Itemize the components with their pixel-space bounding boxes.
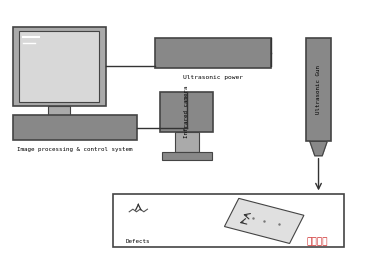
Bar: [12, 115, 137, 140]
Text: Defects: Defects: [126, 239, 150, 244]
Text: Infrared camera: Infrared camera: [184, 86, 189, 138]
Bar: [161, 152, 212, 160]
Bar: [48, 106, 70, 121]
Bar: [12, 27, 105, 106]
Bar: [160, 92, 213, 132]
Bar: [113, 194, 344, 247]
Polygon shape: [225, 198, 304, 243]
Text: Ultrasonic Gun: Ultrasonic Gun: [316, 66, 321, 114]
Polygon shape: [310, 141, 327, 156]
Bar: [175, 132, 199, 152]
Bar: [32, 121, 86, 128]
Bar: [19, 31, 99, 102]
Text: Ultrasonic power: Ultrasonic power: [183, 75, 243, 80]
Bar: [306, 39, 331, 141]
Text: 红外范围: 红外范围: [306, 237, 328, 246]
Bar: [155, 39, 272, 68]
Text: Image processing & control system: Image processing & control system: [17, 147, 132, 152]
